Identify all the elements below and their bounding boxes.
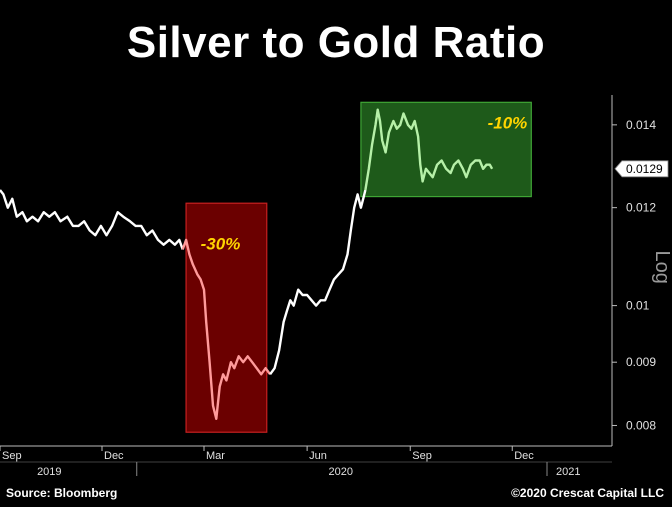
copyright-note: ©2020 Crescat Capital LLC: [511, 486, 664, 500]
annotation-label-drop: -30%: [201, 235, 241, 254]
x-tick-label: Sep: [2, 450, 22, 462]
series-lines: [0, 108, 494, 420]
x-year-label: 2019: [37, 466, 61, 478]
series-line-3: [269, 189, 367, 376]
series-line-2: [181, 238, 272, 420]
chart-title: Silver to Gold Ratio: [126, 18, 546, 67]
y-tick-label: 0.014: [626, 118, 656, 132]
y-tick-label: 0.01: [626, 299, 650, 313]
x-year-label: 2021: [556, 466, 580, 478]
x-tick-label: Dec: [104, 450, 124, 462]
annotation-label-flat: -10%: [488, 114, 528, 133]
axes: 0.014 0.012 0.01 0.009 0.008 0.0129 Log Sep Dec M…: [0, 95, 672, 478]
x-tick-label: Jun: [309, 450, 327, 462]
y-tick-label: 0.008: [626, 418, 656, 432]
x-tick-label: Dec: [514, 450, 534, 462]
y-tick-label: 0.009: [626, 355, 656, 369]
annotation-box-flat: [360, 101, 532, 198]
source-note: Source: Bloomberg: [6, 486, 118, 500]
annotation-box-drop: [185, 202, 268, 433]
y-axis-label: Log: [651, 251, 672, 284]
x-tick-label: Mar: [206, 450, 225, 462]
last-value-tag: [614, 160, 669, 178]
series-line-1: [0, 189, 184, 250]
last-value-label: 0.0129: [626, 162, 663, 176]
x-year-label: 2020: [329, 466, 353, 478]
annotation-labels: -30% -10%: [201, 114, 528, 254]
y-tick-label: 0.012: [626, 201, 656, 215]
x-tick-label: Sep: [412, 450, 432, 462]
annotation-boxes: [185, 101, 532, 433]
series-line-4: [364, 108, 494, 191]
